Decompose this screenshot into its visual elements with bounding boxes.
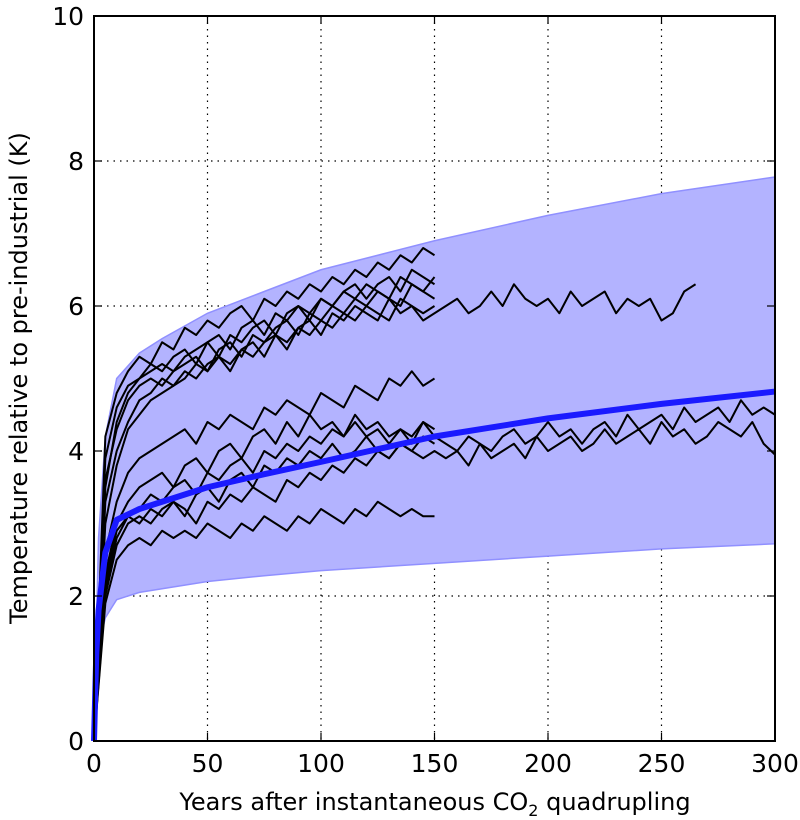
model-run-line <box>93 283 697 742</box>
ticks: 0 50 100 150 200 250 300 0 2 4 6 8 10 <box>52 2 799 778</box>
x-tick-label: 50 <box>192 749 224 778</box>
x-tick-label: 300 <box>751 749 799 778</box>
model-run-line <box>93 413 436 742</box>
y-tick-label: 8 <box>68 147 84 176</box>
x-tick-label: 200 <box>524 749 572 778</box>
ensemble-mean-line <box>91 388 776 742</box>
x-tick-label: 150 <box>411 749 459 778</box>
model-run-line <box>93 276 436 742</box>
y-axis-label: Temperature relative to pre-industrial (… <box>5 132 33 625</box>
y-tick-label: 4 <box>68 437 84 466</box>
y-tick-label: 10 <box>52 2 84 31</box>
x-tick-label: 100 <box>297 749 345 778</box>
y-tick-label: 2 <box>68 582 84 611</box>
model-run-line <box>93 370 436 742</box>
model-run-line <box>93 268 436 742</box>
model-run-line <box>93 500 435 742</box>
x-tick-label: 0 <box>86 749 102 778</box>
mean-line <box>91 388 776 742</box>
x-tick-label: 250 <box>638 749 686 778</box>
y-tick-label: 6 <box>68 292 84 321</box>
x-axis-label: Years after instantaneous CO2 quadruplin… <box>178 788 690 820</box>
y-tick-label: 0 <box>68 727 84 756</box>
model-run-line <box>93 297 436 742</box>
